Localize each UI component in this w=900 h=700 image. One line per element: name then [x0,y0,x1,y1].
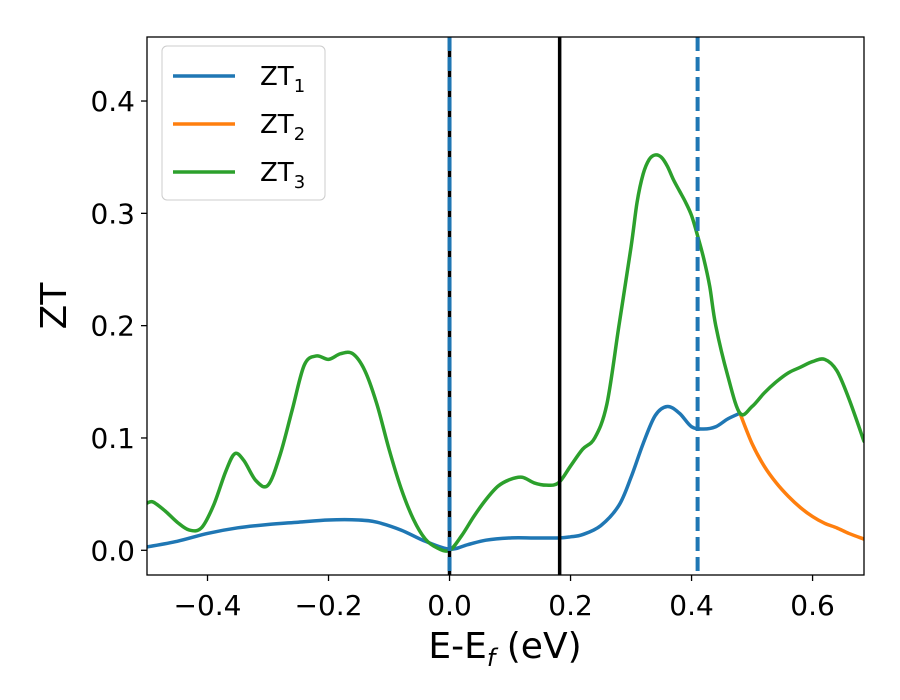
x-tick-label: 0.4 [669,589,714,622]
x-tick-label: 0.0 [427,589,472,622]
y-tick-label: 0.2 [90,310,135,343]
y-axis-ticks: 0.0 0.1 0.2 0.3 0.4 [90,85,147,567]
y-tick-label: 0.4 [90,85,135,118]
x-axis-label: E-Ef (eV) [428,626,581,672]
y-axis-label: ZT [34,282,75,330]
x-tick-label: −0.4 [174,589,242,622]
y-tick-label: 0.3 [90,197,135,230]
legend-box [161,45,326,201]
vertical-lines [447,37,700,575]
legend: ZT1 ZT2 ZT3 [161,45,326,201]
legend-label-zt3: ZT3 [260,158,305,193]
legend-label-zt2: ZT2 [260,110,305,145]
x-tick-label: 0.6 [790,589,835,622]
x-axis-ticks: −0.4 −0.2 0.0 0.2 0.4 0.6 [174,575,835,622]
x-axis-label-main: E-E [428,626,486,667]
plot-area [147,153,864,553]
x-tick-label: 0.2 [548,589,593,622]
x-tick-label: −0.2 [295,589,363,622]
y-tick-label: 0.1 [90,422,135,455]
y-tick-label: 0.0 [90,534,135,567]
plot-frame [146,36,865,576]
x-axis-label-unit: (eV) [495,626,581,667]
legend-label-zt1: ZT1 [260,62,305,97]
series-line-zt3 [147,153,864,553]
series-line-zt1 [147,404,742,551]
series-line-zt2 [738,411,864,541]
